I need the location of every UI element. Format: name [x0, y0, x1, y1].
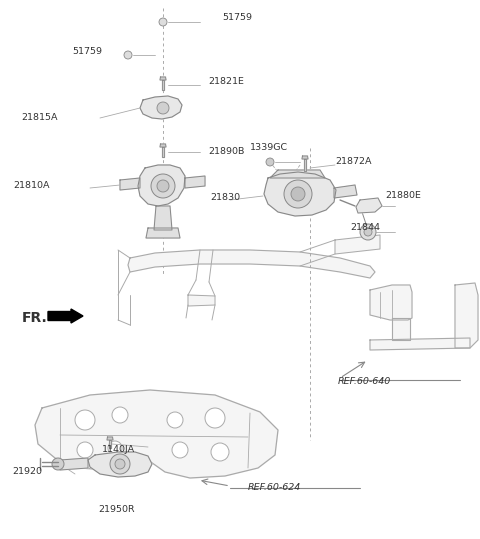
- Polygon shape: [370, 338, 470, 350]
- Polygon shape: [107, 437, 113, 440]
- Text: 21880E: 21880E: [385, 190, 421, 199]
- Polygon shape: [154, 206, 172, 230]
- Circle shape: [77, 442, 93, 458]
- Text: 21920: 21920: [12, 467, 42, 476]
- Polygon shape: [392, 318, 410, 340]
- Text: 51759: 51759: [222, 13, 252, 23]
- Circle shape: [159, 18, 167, 26]
- Polygon shape: [302, 156, 308, 159]
- Circle shape: [167, 412, 183, 428]
- Polygon shape: [160, 77, 166, 80]
- Polygon shape: [128, 250, 375, 278]
- Polygon shape: [160, 144, 166, 147]
- Polygon shape: [455, 283, 478, 348]
- Text: 21810A: 21810A: [13, 181, 50, 190]
- Circle shape: [205, 408, 225, 428]
- Text: 21890B: 21890B: [208, 148, 244, 156]
- Circle shape: [211, 443, 229, 461]
- Circle shape: [157, 102, 169, 114]
- Text: 21844: 21844: [350, 224, 380, 232]
- Polygon shape: [270, 170, 325, 178]
- Polygon shape: [109, 440, 111, 448]
- Polygon shape: [188, 295, 215, 306]
- Polygon shape: [60, 458, 88, 470]
- Circle shape: [284, 180, 312, 208]
- Polygon shape: [185, 176, 205, 188]
- Circle shape: [52, 458, 64, 470]
- Text: 21821E: 21821E: [208, 78, 244, 86]
- Polygon shape: [88, 452, 152, 477]
- Polygon shape: [264, 172, 336, 216]
- Polygon shape: [162, 80, 164, 90]
- Text: 1140JA: 1140JA: [102, 446, 135, 454]
- Text: REF.60-624: REF.60-624: [248, 483, 301, 493]
- FancyArrow shape: [48, 309, 83, 323]
- Text: 51759: 51759: [72, 47, 102, 57]
- Text: FR.: FR.: [22, 311, 48, 325]
- Polygon shape: [35, 390, 278, 478]
- Circle shape: [124, 51, 132, 59]
- Text: 21815A: 21815A: [22, 114, 58, 122]
- Text: 1339GC: 1339GC: [250, 143, 288, 153]
- Polygon shape: [162, 147, 164, 157]
- Polygon shape: [335, 235, 380, 254]
- Circle shape: [291, 187, 305, 201]
- Polygon shape: [120, 178, 140, 190]
- Text: 21950R: 21950R: [98, 506, 134, 515]
- Circle shape: [108, 441, 122, 455]
- Polygon shape: [334, 185, 357, 198]
- Text: 21830: 21830: [210, 194, 240, 203]
- Circle shape: [172, 442, 188, 458]
- Circle shape: [157, 180, 169, 192]
- Circle shape: [75, 410, 95, 430]
- Text: 21872A: 21872A: [335, 157, 372, 167]
- Polygon shape: [356, 198, 382, 213]
- Polygon shape: [138, 165, 185, 206]
- Circle shape: [115, 459, 125, 469]
- Polygon shape: [304, 159, 306, 171]
- Text: REF.60-640: REF.60-640: [338, 377, 391, 386]
- Circle shape: [364, 228, 372, 236]
- Polygon shape: [140, 96, 182, 119]
- Circle shape: [112, 407, 128, 423]
- Circle shape: [360, 224, 376, 240]
- Circle shape: [266, 158, 274, 166]
- Circle shape: [110, 454, 130, 474]
- Polygon shape: [146, 228, 180, 238]
- Circle shape: [151, 174, 175, 198]
- Polygon shape: [370, 285, 412, 320]
